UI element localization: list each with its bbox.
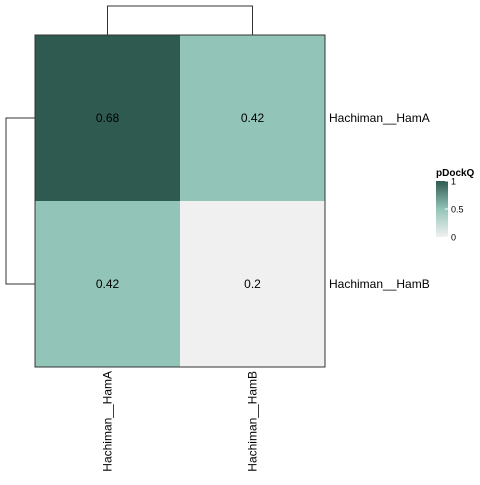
row-label: Hachiman__HamB bbox=[329, 277, 430, 291]
legend-color-bar bbox=[436, 181, 448, 237]
heatmap-cells: 0.68 0.42 0.42 0.2 bbox=[34, 34, 326, 368]
cell-value-label: 0.42 bbox=[241, 111, 265, 125]
cell-value-label: 0.42 bbox=[96, 277, 120, 291]
heatmap-cell-r2-c2 bbox=[180, 201, 325, 367]
dendrogram-layer bbox=[5, 5, 253, 285]
column-label: Hachiman__HamB bbox=[246, 371, 260, 472]
legend-tick-label: 0.5 bbox=[451, 205, 464, 215]
heatmap-cell-r1-c1 bbox=[35, 35, 180, 201]
legend-tick-label: 0 bbox=[451, 233, 456, 243]
cell-value-label: 0.2 bbox=[244, 277, 261, 291]
heatmap-border bbox=[34, 34, 326, 368]
heatmap-cell-r1-c2 bbox=[180, 35, 325, 201]
row-label: Hachiman__HamA bbox=[329, 111, 430, 125]
column-dendrogram bbox=[107, 5, 253, 35]
row-dendrogram bbox=[5, 117, 35, 285]
heatmap-cell-r2-c1 bbox=[35, 201, 180, 367]
legend-tick-label: 1 bbox=[451, 177, 456, 187]
legend-title: pDockQ bbox=[436, 168, 475, 179]
cell-value-label: 0.68 bbox=[96, 111, 120, 125]
heatmap-labels: Hachiman__HamA Hachiman__HamB Hachiman__Ha… bbox=[101, 111, 430, 472]
column-label: Hachiman__HamA bbox=[101, 371, 115, 472]
